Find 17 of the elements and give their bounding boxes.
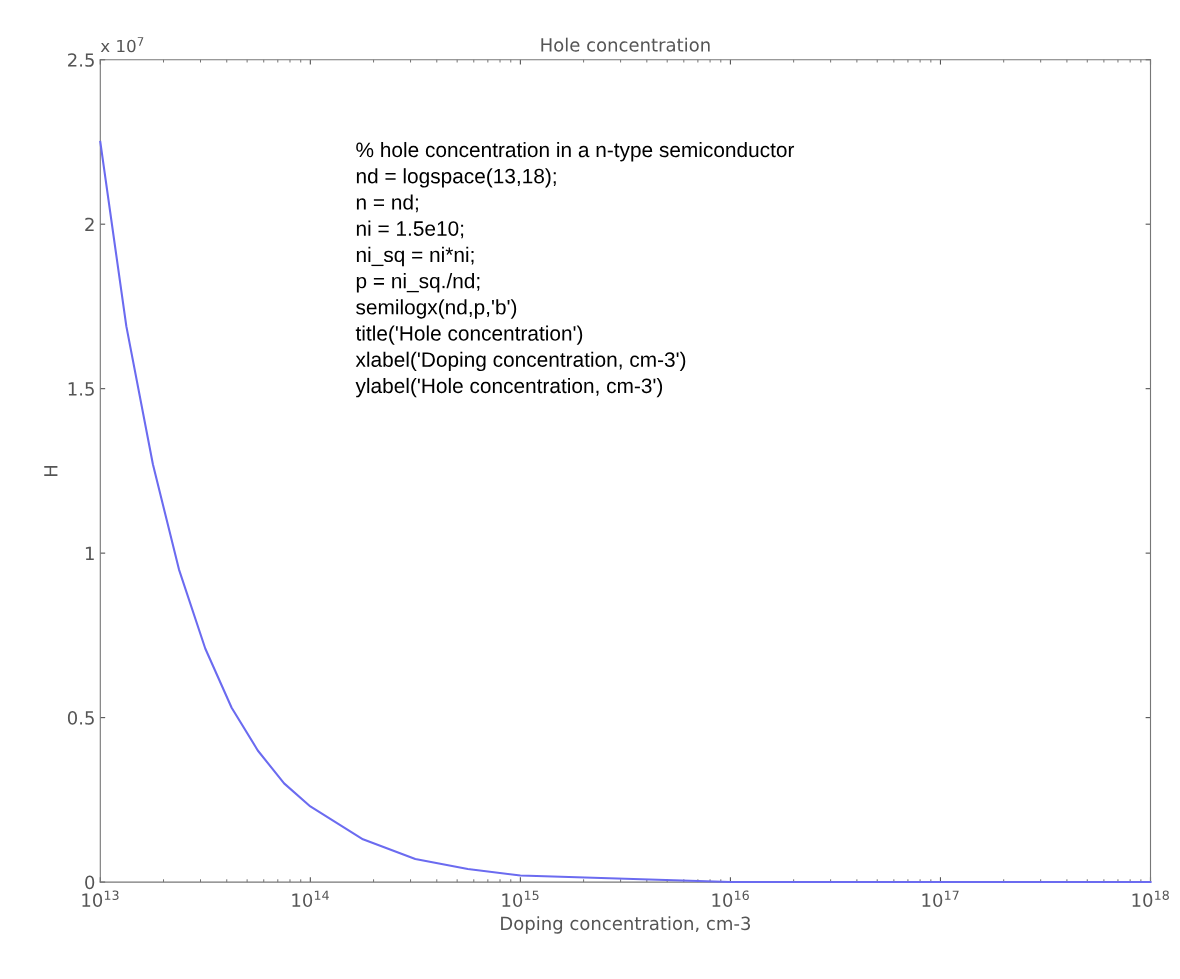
y-axis-title: H (44, 465, 58, 476)
y-tick-label: 0 (85, 875, 95, 890)
y-tick-label: 2 (85, 217, 94, 232)
text: x 10$^{7}$ (100, 37, 144, 53)
x-tick-label: 10$^{16}$ (712, 890, 749, 908)
text: % hole concentration in a n-type semiconductor nd = logspace(13,18); n = nd; ni = 1.5e10; ni_sq = ni*ni; p = ni_sq./nd; semilogx(nd,p,'b') title('Hole concentration') xlabel('Doping concentration, cm-3') ylabel('Hole concentration, cm-3') (355, 141, 795, 398)
y-tick-label: 1 (85, 546, 94, 560)
x-axis-title: Doping concentration, cm-3 (501, 916, 751, 934)
chart-title: Hole concentration (541, 37, 710, 52)
x-tick-label: 10$^{15}$ (502, 890, 539, 908)
x-tick-label: 10$^{14}$ (292, 890, 329, 908)
y-tick-label: 2.5 (68, 53, 94, 67)
x-tick-label: 10$^{13}$ (82, 890, 119, 908)
y-tick-label: 0.5 (67, 711, 94, 725)
x-tick-label: 10$^{18}$ (1132, 890, 1169, 908)
x-tick-label: 10$^{17}$ (922, 890, 959, 908)
y-tick-label: 1.5 (68, 382, 94, 396)
